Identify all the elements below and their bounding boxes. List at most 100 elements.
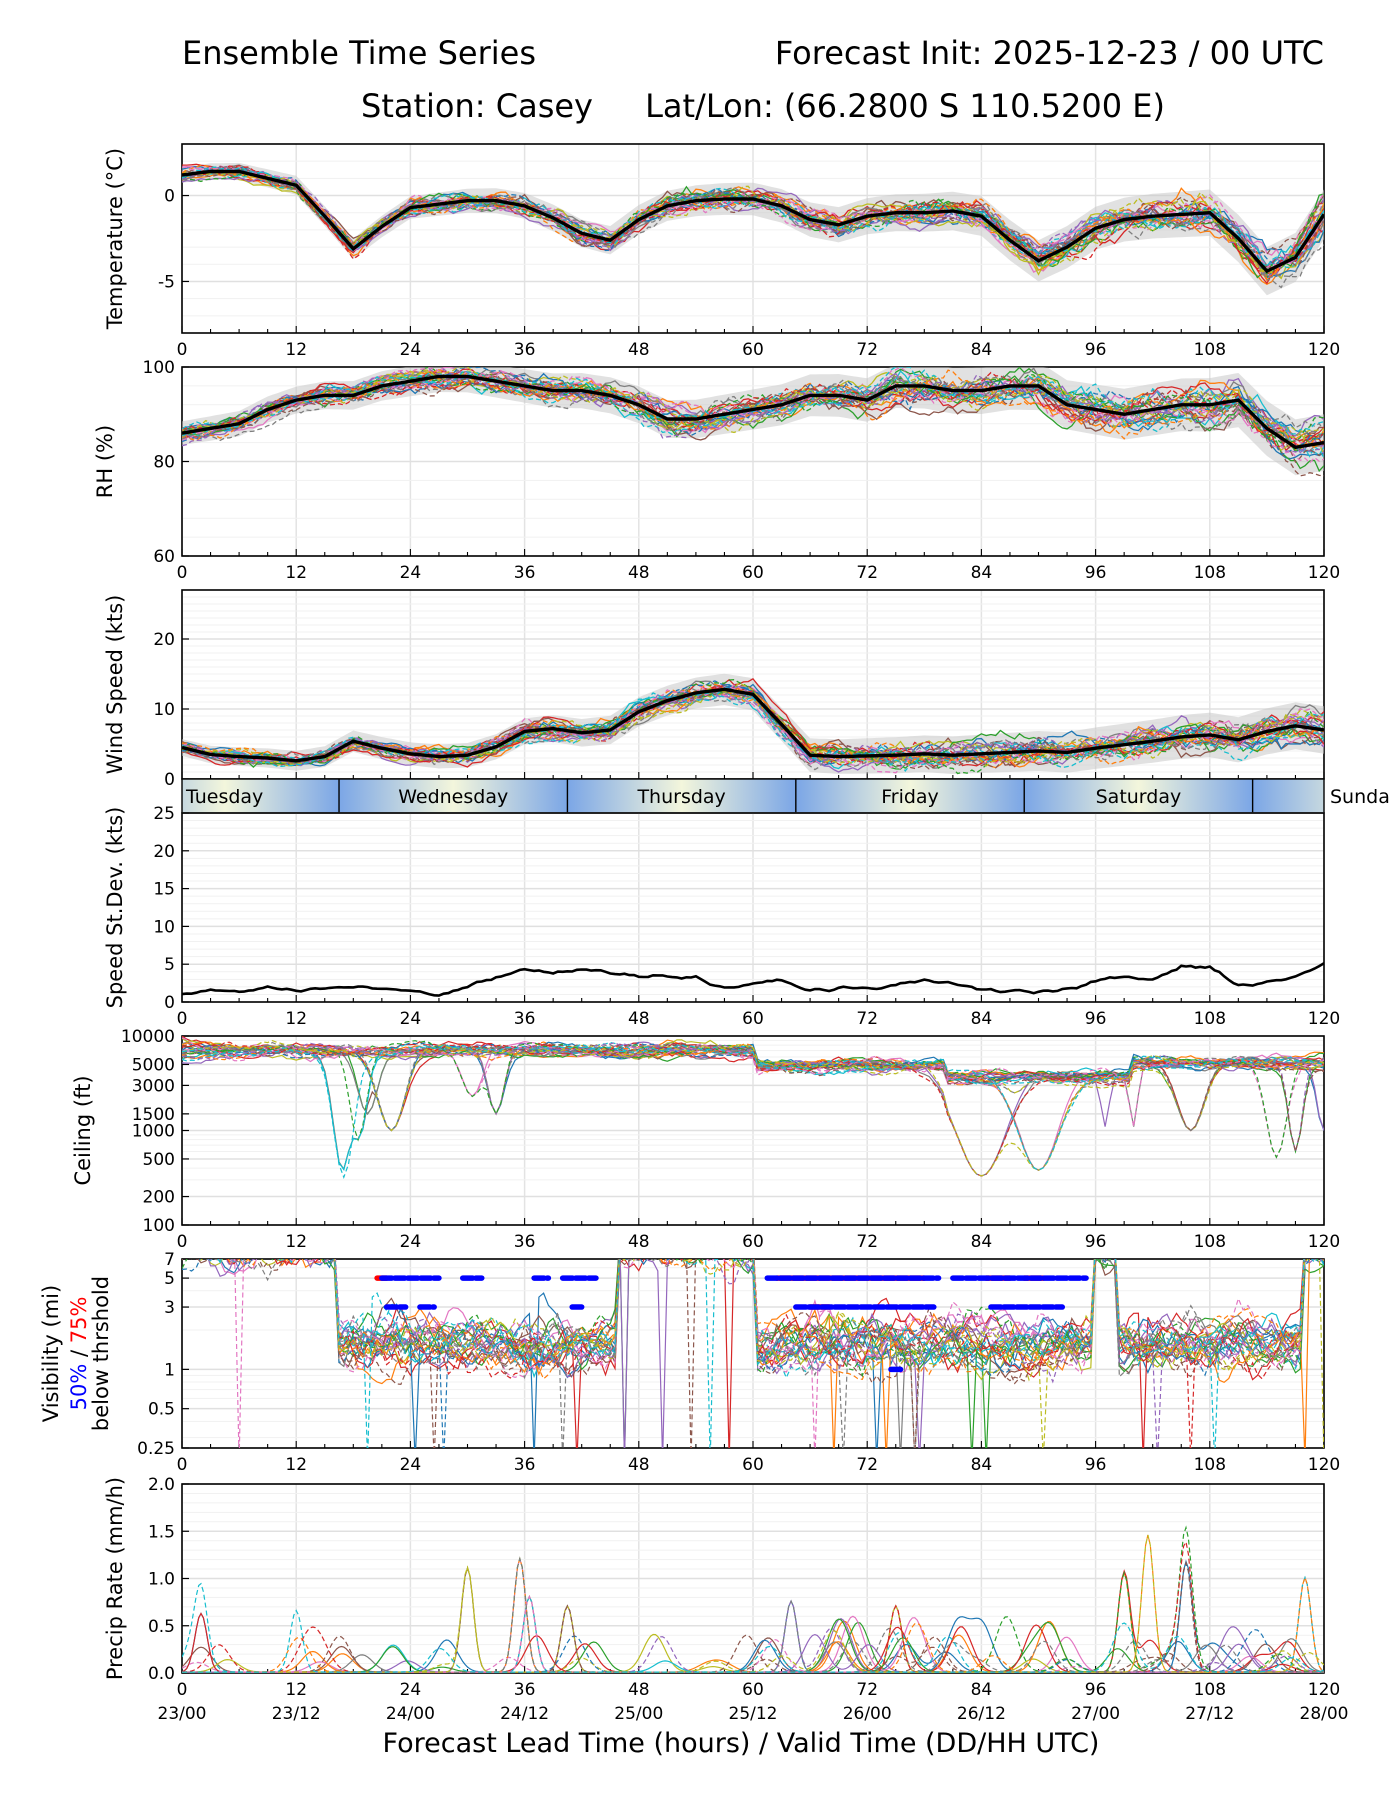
y-tick-label: 1 xyxy=(164,1360,175,1380)
day-label: Sunda xyxy=(1330,786,1390,808)
x-valid-label: 26/12 xyxy=(957,1704,1006,1724)
x-tick-label: 120 xyxy=(1308,1455,1340,1475)
ensemble-lines xyxy=(182,1259,1324,1448)
y-tick-label: 2.0 xyxy=(148,1475,175,1495)
ensemble-mean-line xyxy=(182,169,1324,274)
ensemble-member-line xyxy=(334,1259,1306,1448)
x-tick-label: 12 xyxy=(285,563,307,583)
y-tick-label: 100 xyxy=(143,1216,175,1236)
x-tick-label: 0 xyxy=(177,1680,188,1700)
day-segment xyxy=(182,779,340,813)
ensemble-member-line xyxy=(182,685,1324,774)
x-tick-label: 72 xyxy=(856,1232,878,1252)
y-axis-label: Precip Rate (mm/h) xyxy=(103,1477,127,1680)
ensemble-member-line xyxy=(182,1043,1324,1171)
y-tick-label: 5 xyxy=(164,955,175,975)
ensemble-member-line xyxy=(182,168,1324,277)
day-label: Friday xyxy=(881,786,939,808)
panel-speed_stdev: 25 20 15 10 5 00 12 24 36 48 60 72 84 96 108 120 Speed S… xyxy=(103,804,1340,1029)
x-tick-label: 84 xyxy=(971,1009,993,1029)
ensemble-member-line xyxy=(182,1043,1324,1177)
ensemble-member-line xyxy=(182,687,1324,768)
x-tick-label: 48 xyxy=(628,1680,650,1700)
ensemble-member-line xyxy=(182,1040,1324,1159)
y-tick-label: 15 xyxy=(153,880,175,900)
ensemble-member-line xyxy=(182,164,1324,281)
day-segment xyxy=(567,779,796,813)
x-tick-label: 120 xyxy=(1308,563,1340,583)
x-tick-label: 0 xyxy=(177,1455,188,1475)
panel-visibility: 75 3 1 0.5 0.250 12 24 36 48 60 72 84 96 108 120 Visibi… xyxy=(39,1250,1340,1475)
y-tick-label: 1000 xyxy=(132,1122,175,1142)
y-tick-label: 20 xyxy=(153,842,175,862)
x-tick-label: 36 xyxy=(514,1009,536,1029)
y-axis-label: RH (%) xyxy=(93,425,117,498)
x-tick-label: 48 xyxy=(628,340,650,360)
panel-temperature: 0 -5 0 12 24 36 48 60 72 84 96 108 120 Temperature (°… xyxy=(103,143,1340,360)
y-tick-label: 1500 xyxy=(132,1105,175,1125)
day-segment xyxy=(795,779,1025,813)
ensemble-member-line xyxy=(182,377,1324,437)
x-tick-label: 120 xyxy=(1308,1680,1340,1700)
x-tick-label: 84 xyxy=(971,563,993,583)
x-tick-label: 84 xyxy=(971,1455,993,1475)
x-tick-label: 60 xyxy=(742,1232,764,1252)
ensemble-member-line xyxy=(334,1259,1305,1448)
ensemble-member-line xyxy=(182,369,1324,447)
x-tick-label: 36 xyxy=(514,1232,536,1252)
x-axis-label: Forecast Lead Time (hours) / Valid Time … xyxy=(383,1728,1100,1759)
day-label: Wednesday xyxy=(398,786,508,808)
x-tick-label: 108 xyxy=(1194,1232,1226,1252)
ensemble-member-line xyxy=(182,677,1324,768)
day-segment xyxy=(1252,779,1324,813)
x-tick-label: 24 xyxy=(400,340,422,360)
ensemble-member-line xyxy=(182,373,1324,444)
x-tick-label: 60 xyxy=(742,1009,764,1029)
ensemble-member-line xyxy=(182,367,1324,448)
x-tick-label: 72 xyxy=(856,1455,878,1475)
x-tick-label: 96 xyxy=(1085,1232,1107,1252)
y-tick-label: 0 xyxy=(164,993,175,1013)
y-tick-label: 0.5 xyxy=(148,1617,175,1637)
x-tick-label: 96 xyxy=(1085,1455,1107,1475)
x-tick-label: 72 xyxy=(856,1680,878,1700)
x-tick-label: 108 xyxy=(1194,1009,1226,1029)
x-tick-label: 36 xyxy=(514,563,536,583)
x-tick-label: 0 xyxy=(177,1009,188,1029)
ensemble-member-line xyxy=(182,1259,1305,1448)
x-valid-label: 25/00 xyxy=(614,1704,663,1724)
ensemble-member-line xyxy=(182,367,1324,435)
y-tick-label: 25 xyxy=(153,804,175,824)
x-tick-label: 12 xyxy=(285,340,307,360)
day-label: Thursday xyxy=(636,786,725,808)
x-tick-label: 72 xyxy=(856,563,878,583)
y-axis-label: Temperature (°C) xyxy=(103,148,127,330)
stdev-line xyxy=(181,962,1325,997)
y-tick-label: 0.0 xyxy=(148,1664,175,1684)
x-tick-label: 96 xyxy=(1085,1009,1107,1029)
y-tick-label: 10 xyxy=(153,917,175,937)
ensemble-member-line xyxy=(333,1259,1324,1448)
y-tick-label: 3000 xyxy=(132,1076,175,1096)
x-valid-label: 27/00 xyxy=(1071,1704,1120,1724)
x-tick-label: 48 xyxy=(628,1455,650,1475)
panel-wind_speed: 20 10 0 Wind Speed (kts) xyxy=(103,589,1325,790)
latlon-label: Lat/Lon: (66.2800 S 110.5200 E) xyxy=(645,87,1165,125)
ensemble-member-line xyxy=(182,1259,1324,1378)
x-tick-label: 108 xyxy=(1194,1455,1226,1475)
day-label: Saturday xyxy=(1096,786,1182,808)
y-tick-label: 0 xyxy=(164,187,175,207)
x-tick-label: 12 xyxy=(285,1009,307,1029)
ensemble-mean-line xyxy=(182,374,1324,450)
ensemble-lines xyxy=(182,1525,1324,1673)
label-separator: / xyxy=(67,1343,91,1363)
y-axis-label: Visibility (mi) xyxy=(39,1285,63,1422)
x-tick-label: 0 xyxy=(177,563,188,583)
ensemble-member-line xyxy=(262,1259,1324,1448)
ensemble-member-line xyxy=(182,370,1324,434)
ensemble-member-line xyxy=(182,368,1324,454)
ensemble-lines xyxy=(182,1036,1324,1180)
y-tick-label: 5000 xyxy=(132,1055,175,1075)
